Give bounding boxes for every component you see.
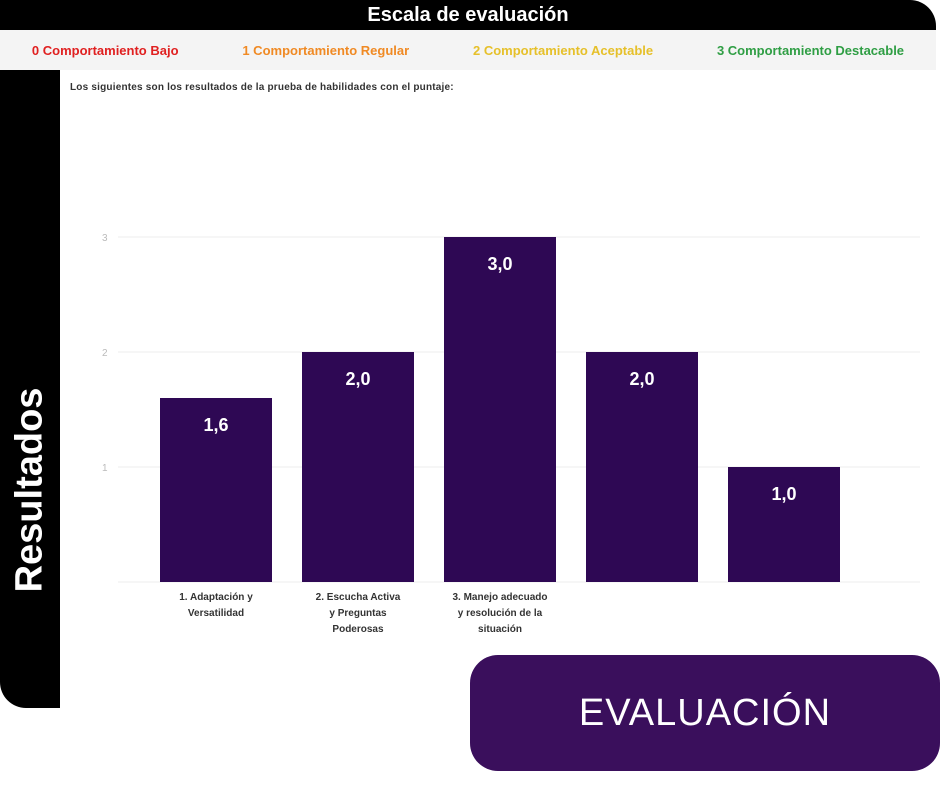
bar-3 — [444, 237, 556, 582]
chart-panel: Los siguientes son los resultados de la … — [60, 70, 936, 708]
chart-note: Los siguientes son los resultados de la … — [70, 82, 454, 93]
bar-4 — [586, 352, 698, 582]
y-tick-label-3: 3 — [102, 233, 108, 244]
scale-item-3: 3 Comportamiento Destacable — [716, 42, 905, 58]
data-label-3: 3,0 — [487, 254, 512, 274]
scale-legend: 0 Comportamiento Bajo 1 Comportamiento R… — [0, 30, 936, 70]
data-label-5: 1,0 — [771, 484, 796, 504]
data-label-2: 2,0 — [345, 369, 370, 389]
x-tick-label-3: 3. Manejo adecuado y resolución de la situ… — [452, 592, 547, 635]
data-label-4: 2,0 — [629, 369, 654, 389]
y-tick-label-2: 2 — [102, 348, 108, 359]
bar-2 — [302, 352, 414, 582]
bar-1 — [160, 398, 272, 582]
sidebar-label: Resultados — [8, 387, 51, 593]
scale-item-0: 0 Comportamiento Bajo — [31, 42, 179, 58]
bar-chart: 1 2 3 1,6 1. Adaptación y Versatilidad 2,0 2. E… — [102, 233, 920, 635]
evaluation-badge: EVALUACIÓN — [470, 655, 940, 771]
sidebar: Resultados — [0, 70, 60, 708]
x-tick-label-2: 2. Escucha Activa y Preguntas Poderosas — [316, 592, 401, 635]
y-tick-label-1: 1 — [102, 463, 108, 474]
scale-title: Escala de evaluación — [367, 4, 569, 26]
x-tick-label-1: 1. Adaptación y Versatilidad — [179, 592, 253, 619]
scale-item-1: 1 Comportamiento Regular — [242, 42, 410, 58]
results-frame: Escala de evaluación 0 Comportamiento Ba… — [0, 0, 936, 708]
bar-5 — [728, 467, 840, 582]
data-label-1: 1,6 — [203, 415, 228, 435]
scale-item-2: 2 Comportamiento Aceptable — [473, 42, 654, 58]
